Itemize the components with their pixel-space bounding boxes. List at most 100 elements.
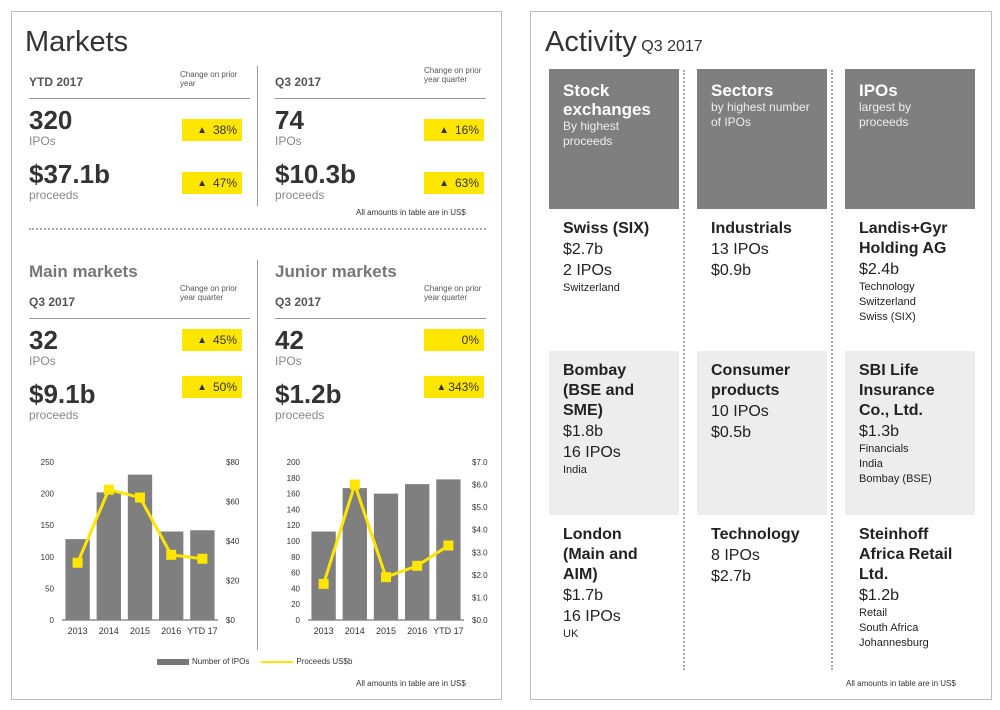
- top-divider: [257, 66, 258, 206]
- y-left-tick-label: 150: [41, 521, 55, 530]
- junior-ipos-change: 0%: [461, 333, 479, 347]
- ytd-proceeds-value: $37.1b: [29, 159, 110, 189]
- triangle-up-icon: ▲: [436, 381, 447, 393]
- column-divider-2: [831, 70, 833, 670]
- y-left-tick-label: 180: [287, 474, 301, 483]
- x-tick-label: 2016: [161, 626, 181, 636]
- cell-detail-3: Swiss (SIX): [859, 311, 916, 323]
- activity-panel: Activity Q3 2017 Stock exchanges By high…: [530, 11, 992, 700]
- junior-markets-title: Junior markets: [275, 262, 397, 281]
- line-point: [72, 557, 83, 568]
- footnote-bottom: All amounts in table are in US$: [356, 679, 466, 688]
- triangle-up-icon: ▲: [439, 177, 449, 189]
- cell-detail-3: Johannesburg: [859, 637, 929, 649]
- bar: [65, 539, 90, 620]
- cell-value-1: $1.8b: [563, 423, 604, 440]
- junior-change-note: Change on prior year quarter: [424, 284, 482, 302]
- x-tick-label: 2016: [407, 626, 427, 636]
- x-tick-label: 2015: [130, 626, 150, 636]
- ytd-proceeds-change: 47%: [212, 176, 237, 190]
- activity-cell: Consumer products 10 IPOs $0.5b: [697, 351, 827, 515]
- x-tick-label: 2013: [314, 626, 334, 636]
- x-tick-label: 2014: [345, 626, 365, 636]
- y-right-tick-label: $40: [226, 537, 240, 546]
- x-tick-label: YTD 17: [433, 626, 464, 636]
- triangle-up-icon: ▲: [197, 381, 207, 393]
- junior-proceeds-value: $1.2b: [275, 379, 342, 409]
- activity-cell: Technology 8 IPOs $2.7b: [697, 515, 827, 669]
- y-left-tick-label: 120: [287, 521, 301, 530]
- junior-proceeds-change: 343%: [448, 380, 479, 394]
- activity-column-sectors: Sectors by highest number of IPOs Indust…: [697, 69, 827, 669]
- y-left-tick-label: 40: [291, 584, 300, 593]
- cell-detail-1: Retail: [859, 607, 888, 619]
- ytd-ipos-change-badge: ▲ 38%: [182, 119, 242, 141]
- cell-value-1: 13 IPOs: [711, 241, 769, 258]
- q3-rule: [275, 98, 486, 99]
- ytd-proceeds-change-badge: ▲ 47%: [182, 172, 242, 194]
- line-point: [381, 572, 391, 583]
- q3-change-note: Change on prior year quarter: [424, 66, 482, 84]
- y-left-tick-label: 60: [291, 569, 300, 578]
- cell-name: SBI Life Insurance Co., Ltd.: [859, 362, 935, 419]
- y-right-tick-label: $3.0: [472, 548, 488, 557]
- y-left-tick-label: 160: [287, 490, 301, 499]
- cell-name: Industrials: [711, 220, 792, 237]
- column-divider-1: [683, 70, 685, 670]
- cell-value-1: $2.4b: [859, 261, 900, 278]
- q3-ipos-change: 16%: [454, 123, 479, 137]
- activity-heading: Activity Q3 2017: [545, 26, 703, 59]
- q3-ipos-value: 74: [275, 105, 304, 135]
- q3-label: Q3 2017: [275, 75, 322, 89]
- column-header-title: Stock exchanges: [563, 81, 651, 119]
- cell-value-1: $2.7b: [563, 241, 604, 258]
- cell-name: Technology: [711, 526, 800, 543]
- y-left-tick-label: 200: [287, 458, 301, 467]
- q3-proceeds-change-badge: ▲ 63%: [424, 172, 484, 194]
- activity-footnote: All amounts in table are in US$: [846, 679, 956, 688]
- ytd-ipos-change: 38%: [212, 123, 237, 137]
- y-right-tick-label: $1.0: [472, 593, 488, 602]
- y-right-tick-label: $7.0: [472, 458, 488, 467]
- main-ipos-change: 45%: [212, 333, 237, 347]
- cell-value-2: $0.5b: [711, 424, 752, 441]
- activity-title: Activity: [545, 26, 637, 58]
- ytd-label: YTD 2017: [29, 75, 84, 89]
- line-point: [412, 560, 423, 571]
- activity-subtitle: Q3 2017: [641, 38, 703, 55]
- triangle-up-icon: ▲: [197, 124, 207, 136]
- column-header: Sectors by highest number of IPOs: [697, 69, 827, 209]
- cell-detail-1: Switzerland: [563, 282, 620, 294]
- cell-value-2: $0.9b: [711, 262, 752, 279]
- main-ipos-change-badge: ▲ 45%: [182, 329, 242, 351]
- cell-detail-2: South Africa: [859, 622, 919, 634]
- legend-bar-label: Number of IPOs: [192, 657, 250, 666]
- column-header-subtitle: by highest number of IPOs: [711, 100, 810, 129]
- cell-detail-1: UK: [563, 628, 579, 640]
- main-proceeds-change: 50%: [212, 380, 237, 394]
- ytd-ipos-label: IPOs: [29, 134, 56, 148]
- cell-name: Steinhoff Africa Retail Ltd.: [859, 526, 953, 583]
- bar: [96, 492, 121, 620]
- markets-title: Markets: [25, 26, 129, 58]
- cell-value-2: 16 IPOs: [563, 608, 621, 625]
- q3-proceeds-change: 63%: [454, 176, 479, 190]
- y-right-tick-label: $2.0: [472, 571, 488, 580]
- chart-legend: Number of IPOs Proceeds US$b: [157, 657, 352, 666]
- triangle-up-icon: ▲: [439, 124, 449, 136]
- activity-column-ipos: IPOs largest by proceeds Landis+Gyr Hold…: [845, 69, 975, 669]
- main-markets-title: Main markets: [29, 262, 138, 281]
- y-left-tick-label: 250: [41, 458, 55, 467]
- cell-value-1: 8 IPOs: [711, 547, 760, 564]
- cell-value-2: 2 IPOs: [563, 262, 612, 279]
- activity-cell: London (Main and AIM) $1.7b 16 IPOs UK: [549, 515, 679, 669]
- cell-name: Consumer products: [711, 362, 791, 399]
- column-header-subtitle: By highest proceeds: [563, 119, 620, 148]
- main-period: Q3 2017: [29, 295, 76, 309]
- triangle-up-icon: ▲: [197, 177, 207, 189]
- main-markets-chart: 0 50 100 150 200 250 $0 $20 $40 $60 $80 2013 2014 201…: [41, 458, 240, 636]
- line-point: [103, 484, 114, 495]
- q3-proceeds-value: $10.3b: [275, 159, 356, 189]
- y-right-tick-label: $6.0: [472, 481, 488, 490]
- cell-value-1: $1.7b: [563, 587, 604, 604]
